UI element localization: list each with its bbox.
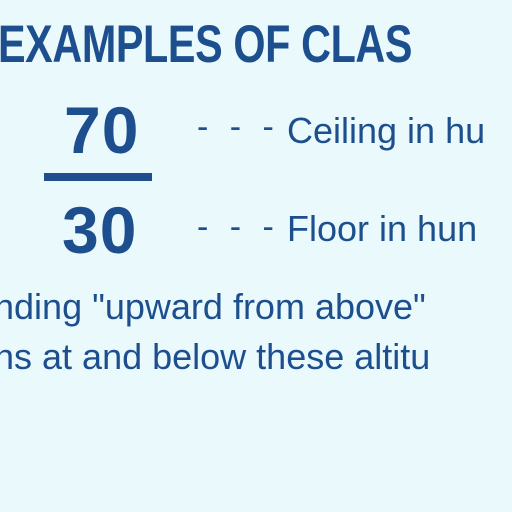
floor-value: 30 (62, 193, 138, 267)
floor-dashes: - - - (197, 208, 280, 246)
ceiling-dashes: - - - (197, 108, 280, 146)
ceiling-value: 70 (64, 93, 140, 167)
note-line-2: ns at and below these altitu (0, 336, 431, 377)
note-line-1: nding "upward from above" (0, 286, 426, 327)
page-title: EXAMPLES OF CLAS (0, 15, 413, 74)
ceiling-description: Ceiling in hu (287, 110, 486, 151)
floor-description: Floor in hun (287, 208, 478, 249)
fraction-divider (44, 173, 152, 181)
